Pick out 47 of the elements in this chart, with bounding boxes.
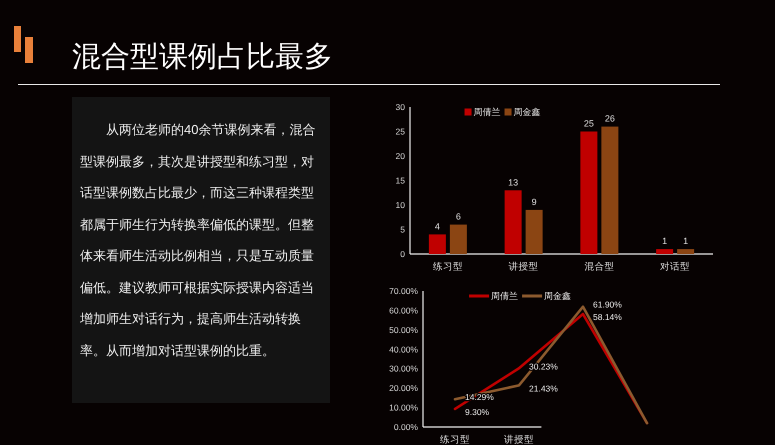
data-label: 58.14% <box>593 312 622 322</box>
data-label: 1 <box>662 236 668 246</box>
y-tick-label: 0.00% <box>394 422 418 432</box>
data-label: 4 <box>434 221 440 232</box>
y-tick-label: 20 <box>396 151 406 161</box>
y-tick-label: 15 <box>396 176 406 186</box>
y-tick-label: 30 <box>396 102 406 112</box>
y-tick-label: 50.00% <box>389 324 418 335</box>
y-tick-label: 10 <box>396 200 406 210</box>
data-label: 9.30% <box>465 406 490 417</box>
y-tick-label: 10.00% <box>389 402 418 413</box>
bar <box>450 224 467 254</box>
x-tick-label: 练习型 <box>440 434 470 445</box>
y-tick-label: 60.00% <box>389 305 418 316</box>
data-label: 25 <box>584 118 594 128</box>
legend-label: 周倩兰 <box>474 107 501 117</box>
bar <box>656 249 674 254</box>
x-tick-label: 讲授型 <box>508 260 539 272</box>
legend-label: 周金鑫 <box>544 291 572 301</box>
text: 混合型课例占比最多 <box>72 40 333 75</box>
bar <box>580 132 598 254</box>
bar <box>677 249 694 254</box>
y-tick-label: 30.00% <box>389 364 418 374</box>
y-tick-label: 5 <box>400 224 406 234</box>
data-label: 9 <box>532 196 537 207</box>
data-label: 61.90% <box>593 300 622 310</box>
data-label: 13 <box>508 177 518 188</box>
x-tick-label: 混合型 <box>584 260 614 272</box>
bar <box>526 210 543 254</box>
legend-label: 周金鑫 <box>514 107 541 117</box>
text: 从两位老师的40余节课例来看，混合型课例最多，其次是讲授型和练习型，对话型课例数占比最少，而这三种课程类型都属于师生行为转换率偏低的课型。但整体来看师生活动比例相当，只是互动质量偏低。建议教师可根据实际授课内容适当增加师生对话行为，提高师生活动转换率。从而增加对话型课例的比重。 <box>80 122 316 358</box>
y-tick-label: 70.00% <box>389 286 418 296</box>
bar <box>601 126 618 254</box>
legend-label: 周倩兰 <box>491 291 518 301</box>
x-tick-label: 练习型 <box>432 260 463 272</box>
y-tick-label: 40.00% <box>389 344 418 354</box>
x-tick-label: 讲授型 <box>504 434 534 445</box>
data-label: 6 <box>456 212 461 222</box>
data-label: 1 <box>683 236 688 246</box>
y-tick-label: 20.00% <box>389 383 418 394</box>
y-tick-label: 25 <box>396 126 406 136</box>
data-label: 21.43% <box>529 383 558 394</box>
x-tick-label: 对话型 <box>660 260 690 272</box>
bar <box>428 234 446 254</box>
y-tick-label: 0 <box>400 249 406 259</box>
bar <box>504 190 522 254</box>
data-label: 26 <box>604 114 615 124</box>
